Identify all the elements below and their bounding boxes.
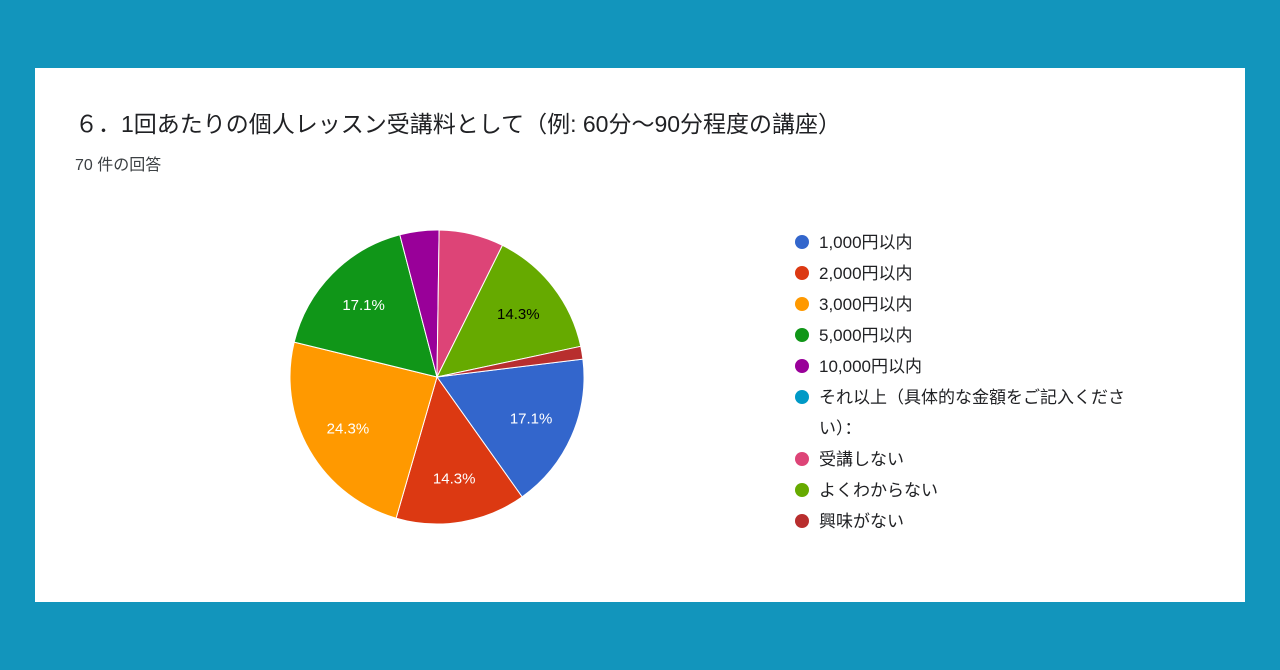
pie-chart-svg[interactable]: 17.1% 14.3% 24.3% 17.1% 14.3% xyxy=(287,227,587,527)
legend-color-dot xyxy=(795,358,809,373)
legend-label: よくわからない xyxy=(819,480,938,500)
pie-chart[interactable]: 17.1% 14.3% 24.3% 17.1% 14.3% xyxy=(287,227,587,527)
legend-item: 10,000円以内 xyxy=(795,351,1195,382)
legend-color-dot xyxy=(795,296,809,311)
pie-slice-label: 14.3% xyxy=(433,470,476,487)
legend-item: 3,000円以内 xyxy=(795,289,1195,320)
legend-label: 3,000円以内 xyxy=(819,294,913,314)
question-title: ６．1回あたりの個人レッスン受講料として（例: 60分～90分程度の講座） xyxy=(75,111,842,137)
pie-slice-label: 24.3% xyxy=(327,420,370,437)
legend-item: 受講しない xyxy=(795,444,1195,475)
legend-color-dot xyxy=(795,482,809,497)
pie-slice-label: 17.1% xyxy=(342,296,385,313)
legend-label: 2,000円以内 xyxy=(819,263,913,283)
chart-legend: 1,000円以内 2,000円以内 3,000円以内 5,000円以内 10,000円以… xyxy=(795,227,1195,537)
pie-slice[interactable] xyxy=(436,244,582,378)
legend-item: 5,000円以内 xyxy=(795,320,1195,351)
legend-color-dot xyxy=(795,265,809,280)
legend-label: 10,000円以内 xyxy=(819,356,922,376)
pie-slice[interactable] xyxy=(289,341,438,519)
pie-slice[interactable] xyxy=(293,233,438,378)
legend-item: 興味がない xyxy=(795,506,1195,537)
pie-slice-label: 14.3% xyxy=(497,305,540,322)
legend-item: 1,000円以内 xyxy=(795,227,1195,258)
legend-color-dot xyxy=(795,389,809,404)
legend-item: 2,000円以内 xyxy=(795,258,1195,289)
legend-color-dot xyxy=(795,451,809,466)
survey-result-card: ６．1回あたりの個人レッスン受講料として（例: 60分～90分程度の講座） 70… xyxy=(35,68,1245,602)
legend-label: 受講しない xyxy=(819,449,904,469)
legend-label: 5,000円以内 xyxy=(819,325,913,345)
legend-item: それ以上（具体的な金額をご記入ください）： xyxy=(795,382,1195,444)
legend-label: 1,000円以内 xyxy=(819,232,913,252)
response-count: 70 件の回答 xyxy=(75,156,162,174)
chart-area: 17.1% 14.3% 24.3% 17.1% 14.3% 1,000円以内 2,000円… xyxy=(75,227,1205,537)
legend-color-dot xyxy=(795,513,809,528)
pie-slice[interactable] xyxy=(436,345,584,378)
pie-slice-label: 17.1% xyxy=(510,410,553,427)
legend-color-dot xyxy=(795,327,809,342)
legend-label: 興味がない xyxy=(819,511,904,531)
legend-color-dot xyxy=(795,234,809,249)
legend-item: よくわからない xyxy=(795,475,1195,506)
pie-slice[interactable] xyxy=(436,358,585,498)
legend-label: それ以上（具体的な金額をご記入ください）： xyxy=(819,387,1125,438)
pie-slice[interactable] xyxy=(395,375,523,525)
